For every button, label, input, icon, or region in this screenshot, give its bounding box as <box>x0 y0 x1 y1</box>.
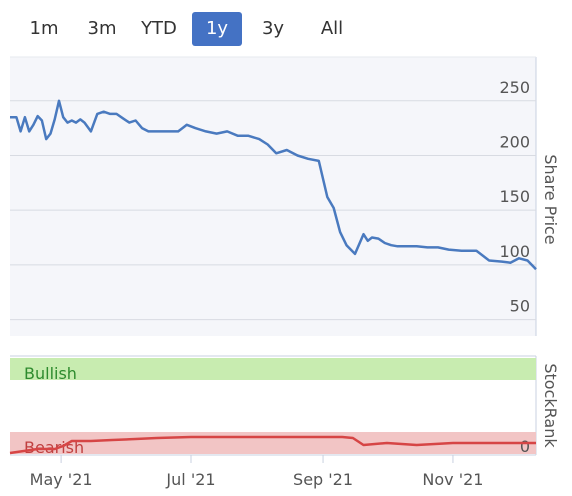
stockrank-tick-label: 0 <box>520 437 530 456</box>
range-button-3m[interactable]: 3m <box>87 18 117 39</box>
range-button-all[interactable]: All <box>320 18 344 39</box>
x-tick-label: Nov '21 <box>422 470 483 489</box>
price-tick-label: 200 <box>499 132 530 151</box>
x-tick-label: Jul '21 <box>165 470 215 489</box>
range-button-1m[interactable]: 1m <box>29 18 59 39</box>
range-button-ytd[interactable]: YTD <box>141 18 177 39</box>
x-tick-label: May '21 <box>30 470 93 489</box>
stockrank-line <box>9 435 536 455</box>
stockrank-axis-title: StockRank <box>541 363 560 448</box>
range-button-3y[interactable]: 3y <box>261 18 285 39</box>
price-tick-label: 100 <box>499 242 530 261</box>
x-tick-label: Sep '21 <box>293 470 353 489</box>
range-selector: 1m 3m YTD 1y 3y All <box>0 10 572 48</box>
bullish-label: Bullish <box>24 364 77 383</box>
price-tick-label: 250 <box>499 78 530 97</box>
share-price-line <box>10 99 537 271</box>
price-plot-background <box>10 57 536 336</box>
bullish-band <box>10 358 536 380</box>
price-tick-label: 150 <box>499 187 530 206</box>
price-tick-label: 50 <box>510 297 530 316</box>
range-button-1y[interactable]: 1y <box>192 12 242 46</box>
price-axis-title: Share Price <box>541 154 560 244</box>
